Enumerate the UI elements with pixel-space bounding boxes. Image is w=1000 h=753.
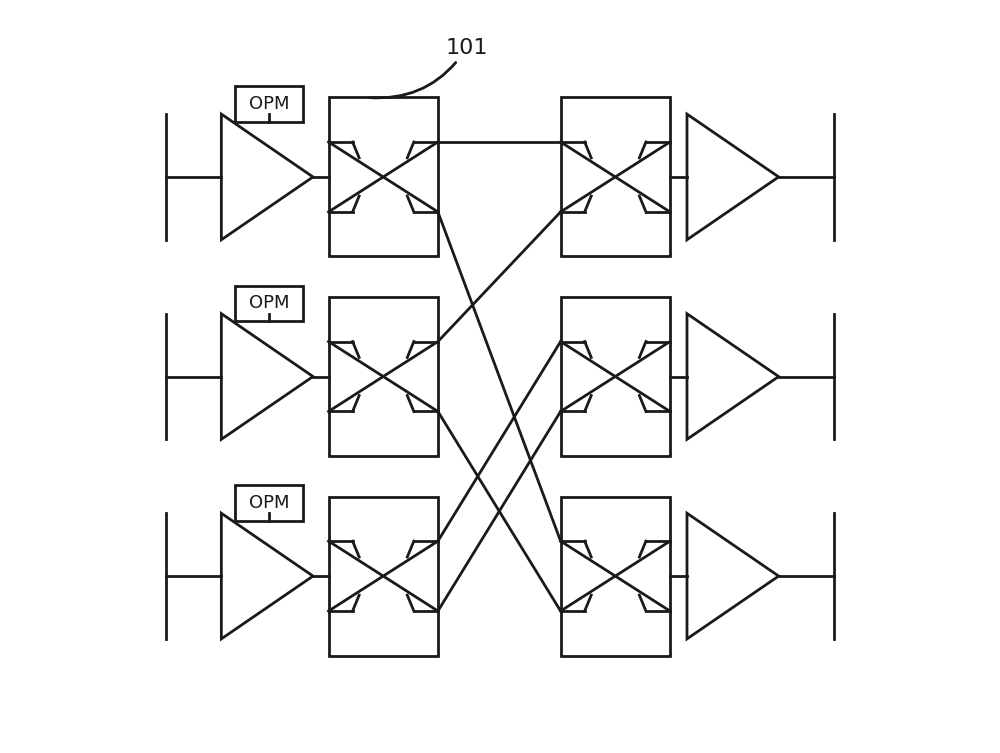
Bar	[235, 285, 303, 321]
Text: OPM: OPM	[249, 95, 290, 113]
Bar	[561, 497, 670, 656]
Bar	[329, 497, 438, 656]
Text: OPM: OPM	[249, 294, 290, 312]
Text: OPM: OPM	[249, 494, 290, 512]
Bar	[235, 485, 303, 520]
Bar	[329, 297, 438, 456]
Bar	[329, 97, 438, 256]
Text: 101: 101	[370, 38, 488, 98]
Bar	[235, 86, 303, 121]
Bar	[561, 297, 670, 456]
Bar	[561, 97, 670, 256]
